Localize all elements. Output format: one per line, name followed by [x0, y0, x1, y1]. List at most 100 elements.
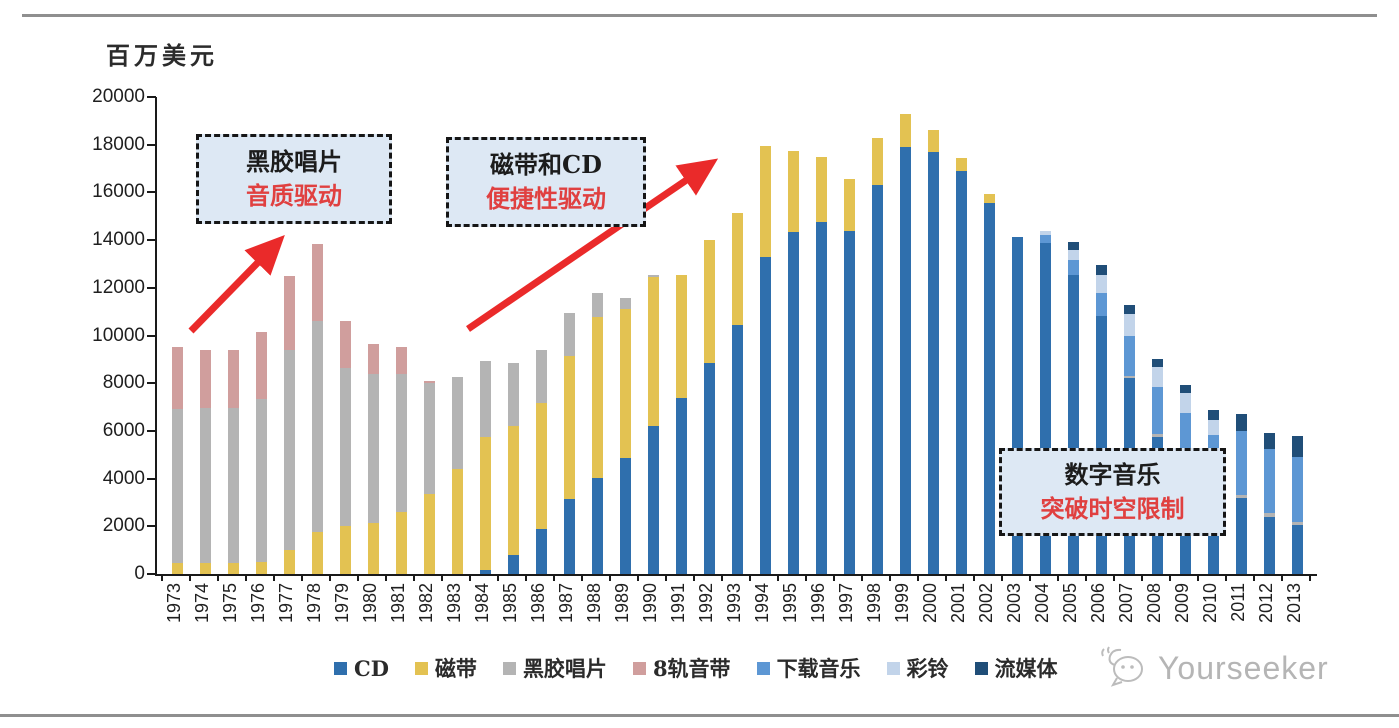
bar-segment-8轨音带-1981	[395, 347, 407, 374]
bar-segment-磁带-1974	[199, 563, 211, 574]
y-axis-label-4000: 4000	[102, 467, 145, 489]
bar-segment-8轨音带-1979	[339, 321, 351, 368]
bar-segment-CD-1992	[703, 362, 715, 574]
bar-2013	[1291, 436, 1303, 574]
bar-segment-彩铃-2009	[1179, 393, 1191, 413]
bar-segment-下载音乐-2011	[1235, 430, 1247, 495]
bar-segment-彩铃-2007	[1123, 313, 1135, 337]
x-tick-mark	[469, 574, 471, 581]
x-tick-mark	[301, 574, 303, 581]
bar-2004	[1039, 230, 1051, 574]
legend-swatch-icon	[502, 661, 516, 675]
x-tick-mark	[1085, 574, 1087, 581]
chart-legend: CD 磁带 黑胶唱片 8轨音带 下载音乐 彩铃 流媒体	[334, 653, 1058, 683]
bar-1977	[283, 275, 295, 574]
bar-segment-CD-2013	[1291, 525, 1303, 574]
bar-segment-磁带-1988	[591, 316, 603, 478]
y-tick-mark	[147, 477, 156, 480]
y-axis-label-12000: 12000	[92, 276, 145, 298]
watermark: Yourseeker	[1098, 645, 1329, 691]
x-axis-label-1980: 1980	[360, 583, 380, 624]
x-tick-mark	[553, 574, 555, 581]
bar-segment-下载音乐-2012	[1263, 449, 1275, 514]
bar-1997	[843, 179, 855, 574]
x-tick-mark	[777, 574, 779, 581]
bar-1990	[647, 275, 659, 574]
bar-segment-CD-1990	[647, 426, 659, 574]
bar-segment-下载音乐-2006	[1095, 293, 1107, 317]
bar-segment-CD-2001	[955, 170, 967, 574]
bar-segment-下载音乐-2013	[1291, 457, 1303, 522]
bar-segment-CD-1994	[759, 256, 771, 574]
legend-label: 黑胶唱片	[522, 656, 607, 681]
x-axis-label-2005: 2005	[1060, 583, 1080, 624]
x-axis-label-1983: 1983	[444, 583, 464, 624]
bar-1987	[563, 312, 575, 574]
x-tick-mark	[665, 574, 667, 581]
bar-segment-黑胶唱片-2008	[1151, 433, 1163, 437]
callout-cd-title: 磁带和CD	[490, 150, 602, 179]
x-tick-mark	[721, 574, 723, 581]
x-axis-label-2002: 2002	[976, 583, 996, 624]
bar-segment-CD-1988	[591, 477, 603, 574]
y-tick-mark	[147, 143, 156, 146]
y-tick-mark	[147, 429, 156, 432]
x-tick-mark	[693, 574, 695, 581]
y-axis-label-8000: 8000	[102, 372, 145, 394]
bar-2002	[983, 193, 995, 574]
x-tick-mark	[217, 574, 219, 581]
x-axis-label-1998: 1998	[864, 583, 884, 624]
bar-segment-磁带-1981	[395, 512, 407, 574]
bar-2005	[1067, 242, 1079, 574]
bar-segment-CD-2006	[1095, 316, 1107, 574]
bar-1973	[171, 347, 183, 574]
x-axis-label-1979: 1979	[332, 583, 352, 624]
x-axis-label-2000: 2000	[920, 583, 940, 624]
y-tick-mark	[147, 191, 156, 194]
bar-segment-黑胶唱片-1979	[339, 367, 351, 527]
bar-segment-彩铃-2008	[1151, 367, 1163, 388]
bar-segment-彩铃-2006	[1095, 274, 1107, 294]
bar-segment-下载音乐-2004	[1039, 235, 1051, 243]
x-axis-label-1982: 1982	[416, 583, 436, 624]
bar-segment-CD-1984	[479, 570, 491, 574]
bar-segment-CD-2011	[1235, 497, 1247, 574]
bar-segment-磁带-1994	[759, 145, 771, 257]
legend-swatch-icon	[414, 661, 428, 675]
x-tick-mark	[161, 574, 163, 581]
bar-segment-黑胶唱片-1982	[423, 383, 435, 495]
x-axis-label-1999: 1999	[892, 583, 912, 624]
bar-segment-CD-2002	[983, 203, 995, 574]
bar-1984	[479, 360, 491, 574]
x-tick-mark	[441, 574, 443, 581]
y-tick-mark	[147, 573, 156, 575]
x-axis-label-2010: 2010	[1200, 583, 1220, 624]
x-axis-label-1995: 1995	[780, 583, 800, 624]
callout-vinyl-subtitle: 音质驱动	[246, 181, 342, 210]
bar-segment-黑胶唱片-1974	[199, 408, 211, 564]
x-axis-label-2006: 2006	[1088, 583, 1108, 624]
bar-segment-黑胶唱片-1978	[311, 321, 323, 533]
bar-segment-CD-1987	[563, 499, 575, 574]
x-axis-label-1992: 1992	[696, 583, 716, 624]
y-axis-label-16000: 16000	[92, 181, 145, 203]
x-tick-mark	[329, 574, 331, 581]
bar-segment-彩铃-2005	[1067, 249, 1079, 260]
legend-swatch-icon	[974, 661, 988, 675]
x-tick-mark	[1309, 574, 1311, 581]
bar-segment-彩铃-2010	[1207, 420, 1219, 436]
legend-item-下载音乐: 下载音乐	[756, 653, 861, 683]
bar-segment-磁带-1977	[283, 550, 295, 574]
x-tick-mark	[189, 574, 191, 581]
bar-segment-流媒体-2006	[1095, 265, 1107, 275]
x-tick-mark	[1169, 574, 1171, 581]
bar-segment-流媒体-2009	[1179, 384, 1191, 394]
bar-segment-8轨音带-1975	[227, 349, 239, 409]
bar-1974	[199, 349, 211, 574]
bar-segment-磁带-2000	[927, 130, 939, 152]
bar-segment-磁带-1992	[703, 240, 715, 363]
x-tick-mark	[917, 574, 919, 581]
x-tick-mark	[385, 574, 387, 581]
bar-segment-磁带-1991	[675, 275, 687, 398]
x-axis-label-2004: 2004	[1032, 583, 1052, 624]
